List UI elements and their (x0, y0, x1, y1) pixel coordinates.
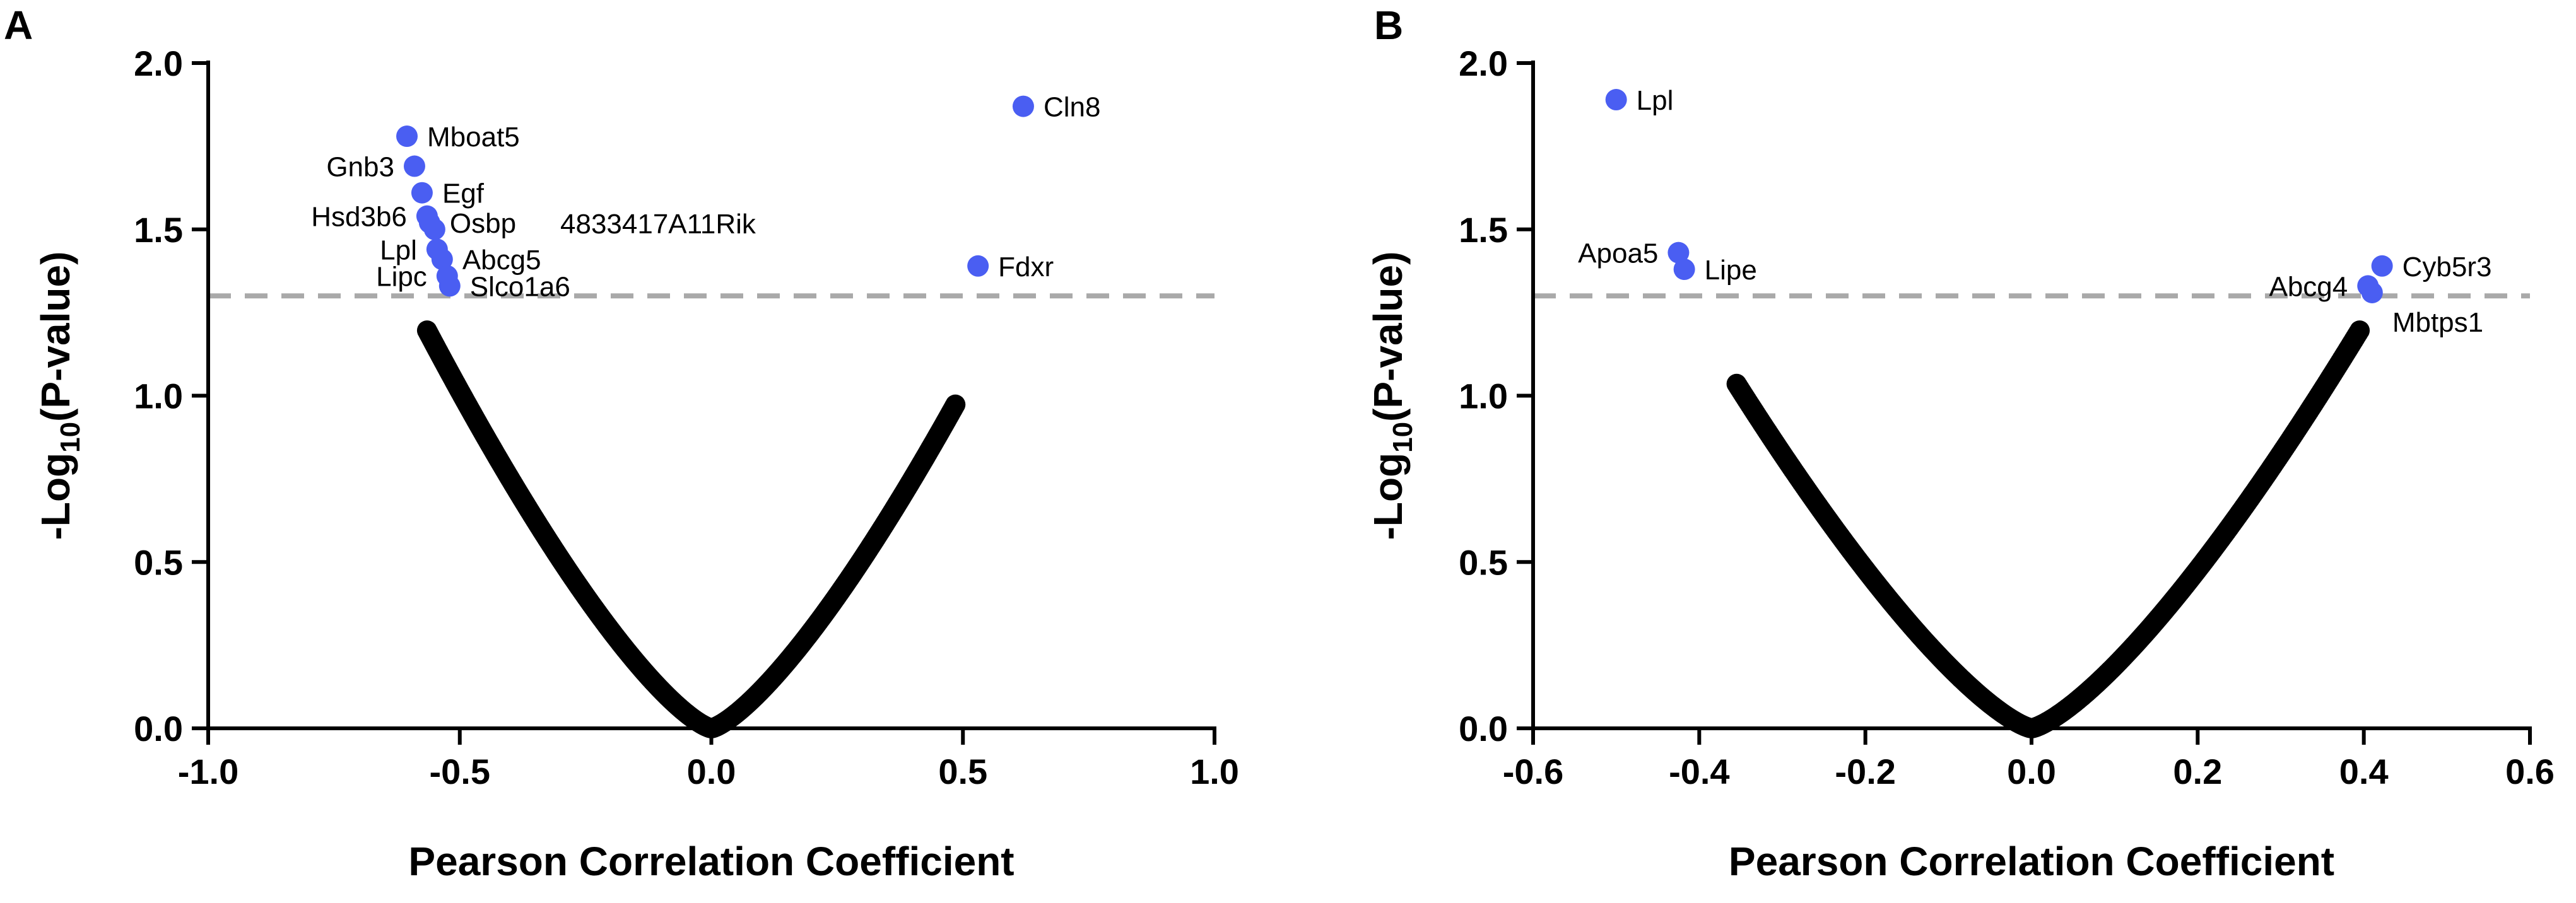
y-tick-label: 2.0 (134, 44, 183, 83)
point-label-egf: Egf (442, 178, 485, 209)
significant-point-egf (411, 182, 433, 204)
panel-letter: B (1374, 3, 1403, 48)
y-axis-title: -Log10(P-value) (33, 252, 86, 540)
point-label-lipe: Lipe (1705, 255, 1757, 286)
x-tick-label: 1.0 (1190, 752, 1239, 791)
nonsignificant-point (2350, 320, 2370, 341)
significant-point-slco1a6 (438, 275, 461, 297)
y-tick-label: 1.0 (1459, 376, 1508, 416)
x-tick-label: 0.5 (938, 752, 987, 791)
point-label-mbtps1: Mbtps1 (2392, 307, 2483, 338)
x-tick-label: -0.4 (1669, 752, 1730, 791)
y-tick-label: 0.5 (1459, 542, 1508, 582)
point-label-hsd3b6: Hsd3b6 (311, 202, 407, 233)
x-tick-label: 0.2 (2173, 752, 2222, 791)
nonsignificant-points (1726, 320, 2370, 738)
y-tick-label: 0.0 (134, 709, 183, 749)
y-axis-title-subscript: 10 (55, 422, 86, 453)
point-label-cln8: Cln8 (1044, 92, 1101, 123)
significant-point-cln8 (1012, 95, 1034, 117)
y-tick-label: 0.5 (134, 542, 183, 582)
x-tick-label: -0.6 (1503, 752, 1564, 791)
x-tick-label: 0.4 (2339, 752, 2389, 791)
panel-b: B Lpl Apoa5 Lipe Cyb5r3 Abcg4 Mbtps1 0.0 0.5 1.0 1… (1365, 3, 2555, 884)
y-axis-title-prefix: -Log (33, 453, 78, 540)
x-tick-label: -0.5 (430, 752, 491, 791)
significant-point-mboat5 (396, 125, 418, 148)
y-tick-label: 2.0 (1459, 44, 1508, 83)
y-axis-title: -Log10(P-value) (1365, 252, 1418, 540)
point-label-lipc: Lipc (376, 262, 427, 293)
significant-points: Lpl Apoa5 Lipe Cyb5r3 Abcg4 Mbtps1 (1578, 85, 2491, 338)
y-tick-label: 1.5 (134, 210, 183, 250)
nonsignificant-point (945, 394, 966, 415)
point-label-apoa5: Apoa5 (1578, 238, 1658, 269)
significant-point-lipe (1673, 259, 1695, 281)
panel-letter: A (4, 3, 33, 48)
significant-point-cyb5r3 (2371, 255, 2393, 277)
y-axis-title-subscript: 10 (1387, 422, 1418, 453)
y-tick-label: 0.0 (1459, 709, 1508, 749)
point-label-fdxr: Fdxr (998, 252, 1054, 283)
point-label-abcg5: Abcg5 (462, 245, 541, 276)
significant-point-apoa5 (1667, 242, 1690, 264)
x-tick-label: 0.0 (687, 752, 736, 791)
significant-point-lpl (1605, 89, 1627, 111)
x-tick-label: 0.0 (2007, 752, 2056, 791)
x-axis-title: Pearson Correlation Coefficient (408, 839, 1014, 884)
point-label-abcg4: Abcg4 (2269, 271, 2348, 302)
y-axis-title-prefix: -Log (1365, 453, 1411, 540)
significant-point-4833417a11rik (423, 218, 445, 240)
point-label-osbp: Osbp (450, 208, 516, 239)
significant-point-mbtps1 (2361, 281, 2383, 303)
point-label-cyb5r3: Cyb5r3 (2403, 252, 2492, 283)
panel-a: A Cln8 Fdxr Mboat5 Gnb3 Egf Hsd3b6 Osbp Lpl Abcg5… (4, 3, 1239, 884)
x-tick-label: -1.0 (178, 752, 239, 791)
significant-points: Cln8 Fdxr Mboat5 Gnb3 Egf Hsd3b6 Osbp Lpl Abcg5 L… (311, 92, 1100, 303)
point-label-lpl: Lpl (1637, 85, 1674, 116)
x-axis-title: Pearson Correlation Coefficient (1729, 839, 2334, 884)
significant-point-abcg5 (431, 248, 453, 271)
x-tick-label: -0.2 (1835, 752, 1896, 791)
point-label-mboat5: Mboat5 (427, 122, 520, 153)
y-tick-label: 1.0 (134, 376, 183, 416)
significant-point-fdxr (967, 255, 989, 277)
point-label-lpl: Lpl (380, 235, 417, 265)
point-label-slco1a6: Slco1a6 (470, 271, 570, 302)
point-label-4833417a11rik: 4833417A11Rik (560, 209, 756, 240)
significant-point-gnb3 (403, 155, 425, 177)
point-label-gnb3: Gnb3 (326, 152, 394, 183)
nonsignificant-points (416, 320, 966, 738)
x-tick-label: 0.6 (2505, 752, 2555, 791)
y-axis-title-suffix: (P-value) (33, 252, 78, 422)
y-axis-title-suffix: (P-value) (1365, 252, 1411, 422)
y-tick-label: 1.5 (1459, 210, 1508, 250)
